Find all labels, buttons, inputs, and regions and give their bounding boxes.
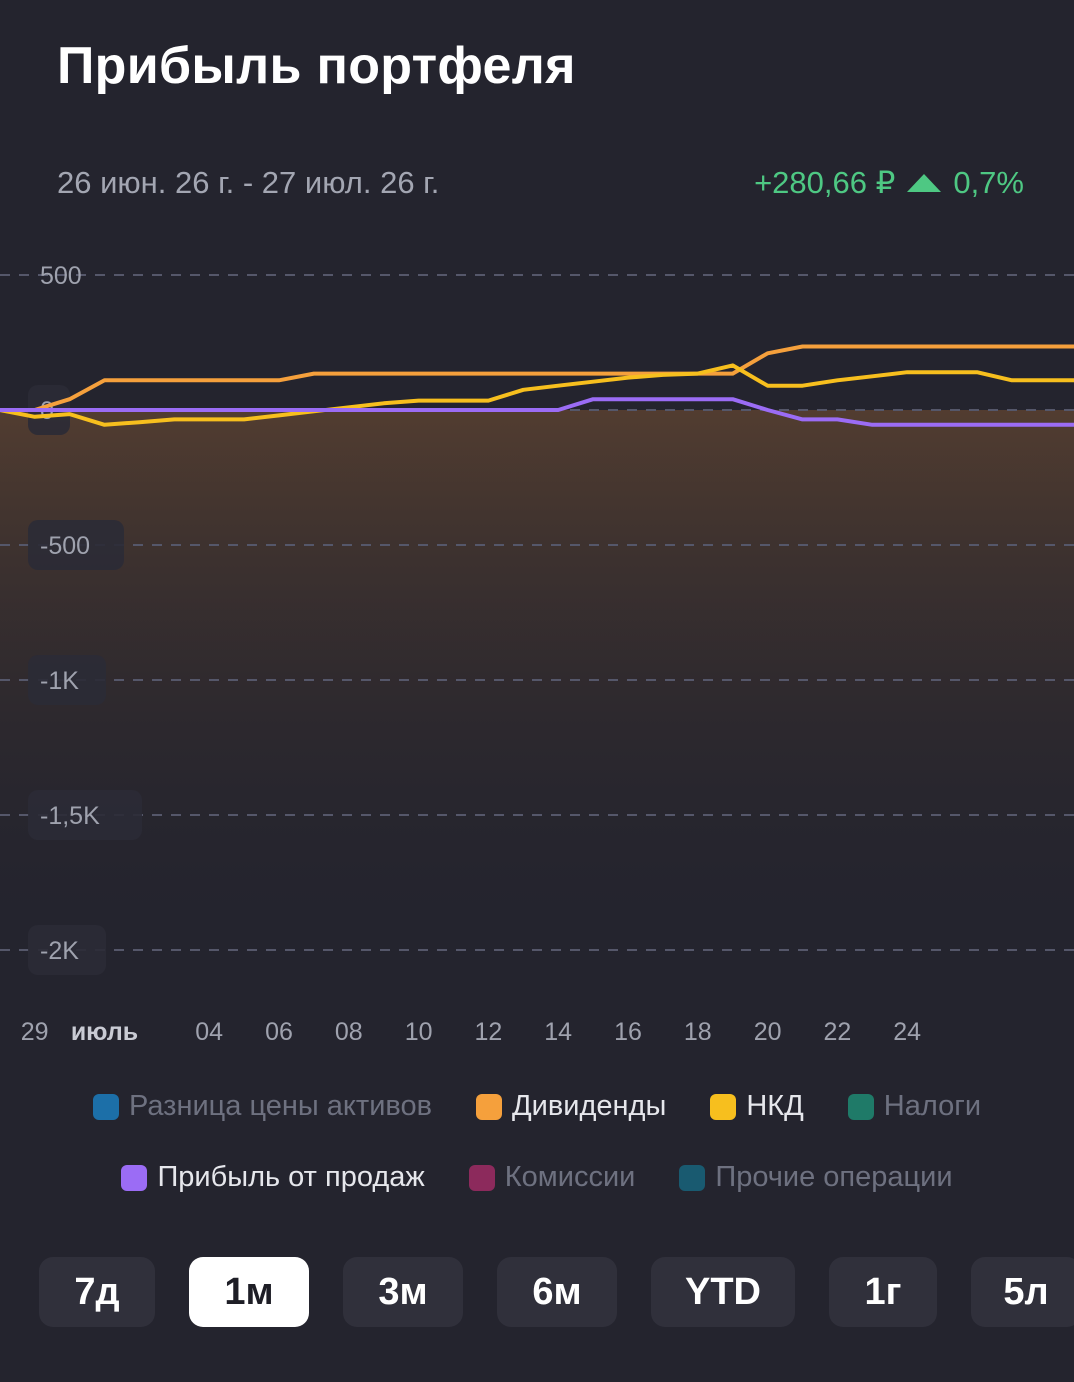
period-button[interactable]: 6м — [497, 1257, 617, 1327]
x-tick-label: 04 — [195, 1018, 223, 1046]
legend-item[interactable]: Комиссии — [468, 1161, 636, 1194]
legend-item[interactable]: Налоги — [847, 1090, 982, 1123]
legend-label: НКД — [746, 1090, 804, 1122]
x-tick-label: 20 — [754, 1018, 782, 1046]
series-line — [0, 397, 1074, 427]
legend-swatch — [679, 1164, 706, 1191]
legend-label: Прибыль от продаж — [157, 1161, 425, 1193]
legend-swatch — [710, 1093, 737, 1120]
period-button[interactable]: 1г — [829, 1257, 937, 1327]
legend-item[interactable]: НКД — [710, 1090, 804, 1123]
legend-label: Комиссии — [504, 1161, 636, 1193]
y-tick-background — [28, 655, 106, 705]
legend-swatch — [476, 1093, 503, 1120]
legend-label: Дивиденды — [512, 1090, 667, 1122]
legend-label: Налоги — [883, 1090, 982, 1122]
y-tick-label: -1,5K — [40, 802, 100, 830]
y-tick-background — [28, 520, 124, 570]
y-tick-label: -1K — [40, 667, 79, 695]
period-button[interactable]: YTD — [651, 1257, 795, 1327]
legend-swatch — [121, 1164, 148, 1191]
x-tick-label: июль — [71, 1018, 138, 1046]
legend-label: Прочие операции — [715, 1161, 953, 1193]
chart-area-fill — [0, 410, 1074, 960]
profit-change-absolute: +280,66 ₽ — [754, 165, 896, 200]
x-tick-label: 22 — [823, 1018, 851, 1046]
period-button[interactable]: 5л — [971, 1257, 1074, 1327]
y-tick-label: -2K — [40, 937, 79, 965]
chart-legend: Разница цены активов Дивиденды НКД Налоги П… — [0, 1090, 1074, 1232]
legend-item[interactable]: Дивиденды — [476, 1090, 666, 1123]
y-tick-label: -500 — [40, 532, 90, 560]
x-tick-label: 12 — [474, 1018, 502, 1046]
legend-swatch — [847, 1093, 874, 1120]
x-tick-label: 10 — [405, 1018, 433, 1046]
series-line — [0, 344, 1074, 412]
x-tick-label: 29 — [21, 1018, 49, 1046]
legend-swatch — [92, 1093, 119, 1120]
series-line — [0, 363, 1074, 427]
y-tick-background — [28, 925, 106, 975]
y-tick-background — [28, 790, 142, 840]
page-title: Прибыль портфеля — [57, 37, 576, 95]
period-selector: 7д 1м 3м 6м YTD 1г 5л — [39, 1257, 1074, 1327]
x-tick-label: 16 — [614, 1018, 642, 1046]
x-tick-label: 18 — [684, 1018, 712, 1046]
triangle-up-icon — [907, 174, 942, 192]
period-button[interactable]: 1м — [189, 1257, 309, 1327]
y-tick-label: 500 — [40, 262, 82, 290]
legend-item[interactable]: Прочие операции — [679, 1161, 953, 1194]
legend-item[interactable]: Прибыль от продаж — [121, 1161, 425, 1194]
period-button[interactable]: 7д — [39, 1257, 155, 1327]
profit-change-percent: 0,7% — [953, 165, 1024, 200]
legend-swatch — [468, 1164, 495, 1191]
profit-change: +280,66 ₽ 0,7% — [754, 165, 1024, 201]
x-tick-label: 08 — [335, 1018, 363, 1046]
x-tick-label: 24 — [893, 1018, 921, 1046]
x-tick-label: 14 — [544, 1018, 572, 1046]
period-button[interactable]: 3м — [343, 1257, 463, 1327]
date-range: 26 июн. 26 г. - 27 июл. 26 г. — [57, 165, 440, 200]
x-tick-label: 06 — [265, 1018, 293, 1046]
legend-item[interactable]: Разница цены активов — [92, 1090, 433, 1123]
legend-label: Разница цены активов — [128, 1090, 433, 1122]
